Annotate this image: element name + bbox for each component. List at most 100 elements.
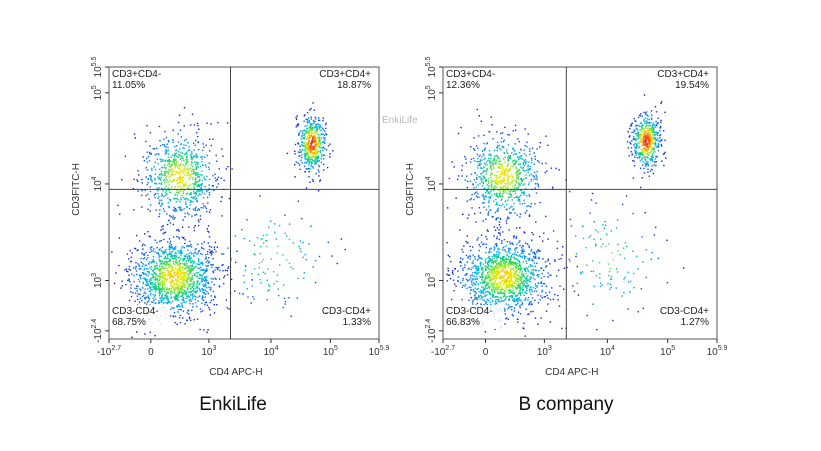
- event-dot: [468, 267, 470, 270]
- event-dot: [513, 253, 515, 255]
- event-dot: [226, 274, 229, 276]
- event-dot: [479, 257, 481, 259]
- event-dot: [513, 159, 516, 161]
- event-dot: [545, 162, 547, 165]
- event-dot: [472, 289, 475, 292]
- event-dot: [316, 159, 318, 161]
- event-dot: [516, 277, 518, 279]
- event-dot: [518, 286, 520, 288]
- event-dot: [195, 167, 198, 169]
- event-dot: [148, 235, 150, 237]
- event-dot: [182, 183, 185, 186]
- event-dot: [314, 116, 316, 119]
- event-dot: [183, 185, 185, 188]
- event-dot: [515, 187, 518, 189]
- event-dot: [166, 150, 168, 152]
- event-dot: [246, 288, 248, 290]
- event-dot: [534, 287, 537, 290]
- event-dot: [286, 235, 288, 237]
- event-dot: [162, 282, 164, 284]
- event-dot: [509, 278, 512, 281]
- event-dot: [525, 287, 527, 289]
- event-dot: [524, 277, 526, 279]
- event-dot: [502, 203, 504, 205]
- event-dot: [170, 254, 172, 256]
- event-dot: [196, 275, 198, 277]
- event-dot: [501, 280, 503, 282]
- event-dot: [158, 177, 160, 179]
- event-dot: [516, 177, 518, 179]
- event-dot: [317, 190, 320, 192]
- event-dot: [499, 281, 502, 283]
- event-dot: [198, 183, 200, 186]
- event-dot: [470, 249, 472, 252]
- event-dot: [169, 259, 171, 261]
- event-dot: [210, 295, 212, 297]
- event-dot: [130, 256, 132, 259]
- event-dot: [200, 311, 202, 313]
- event-dot: [125, 268, 128, 270]
- event-dot: [473, 198, 475, 201]
- event-dot: [141, 265, 143, 268]
- event-dot: [486, 273, 489, 275]
- event-dot: [507, 258, 509, 260]
- event-dot: [157, 275, 160, 277]
- event-dot: [313, 121, 315, 123]
- event-dot: [315, 118, 317, 120]
- event-dot: [533, 163, 535, 165]
- event-dot: [154, 288, 157, 290]
- event-dot: [150, 262, 152, 264]
- event-dot: [503, 256, 505, 258]
- event-dot: [522, 167, 525, 169]
- event-dot: [172, 270, 174, 272]
- event-dot: [521, 245, 524, 247]
- event-dot: [178, 256, 180, 259]
- event-dot: [196, 286, 199, 288]
- event-dot: [517, 187, 519, 189]
- event-dot: [124, 269, 126, 271]
- event-dot: [498, 300, 500, 303]
- event-dot: [502, 145, 504, 147]
- event-dot: [509, 241, 511, 243]
- event-dot: [197, 225, 200, 227]
- event-dot: [284, 214, 286, 216]
- event-dot: [180, 179, 182, 181]
- event-dot: [149, 190, 152, 193]
- event-dot: [497, 267, 500, 270]
- event-dot: [188, 313, 190, 315]
- event-dot: [163, 298, 165, 300]
- event-dot: [476, 259, 479, 262]
- event-dot: [301, 135, 303, 137]
- event-dot: [307, 135, 309, 137]
- event-dot: [503, 158, 505, 160]
- event-dot: [304, 130, 306, 132]
- event-dot: [300, 130, 302, 132]
- x-tick-exponent: 5: [334, 345, 338, 352]
- event-dot: [175, 170, 178, 173]
- event-dot: [519, 284, 521, 287]
- event-dot: [526, 280, 529, 282]
- event-dot: [179, 263, 181, 265]
- event-dot: [497, 287, 500, 289]
- event-dot: [557, 299, 559, 301]
- event-dot: [206, 228, 208, 230]
- event-dot: [179, 129, 182, 131]
- event-dot: [184, 174, 186, 176]
- event-dot: [314, 140, 316, 142]
- event-dot: [504, 265, 507, 268]
- event-dot: [525, 169, 528, 172]
- event-dot: [185, 294, 188, 296]
- event-dot: [175, 259, 177, 261]
- event-dot: [189, 149, 191, 151]
- event-dot: [498, 251, 500, 254]
- event-dot: [485, 218, 487, 220]
- event-dot: [178, 291, 181, 294]
- event-dot: [519, 267, 521, 269]
- x-tick-exponent: 3: [213, 345, 217, 352]
- event-dot: [169, 260, 171, 262]
- event-dot: [500, 261, 502, 263]
- event-dot: [517, 283, 520, 286]
- event-dot: [503, 191, 505, 194]
- event-dot: [322, 127, 324, 129]
- event-dot: [521, 249, 524, 252]
